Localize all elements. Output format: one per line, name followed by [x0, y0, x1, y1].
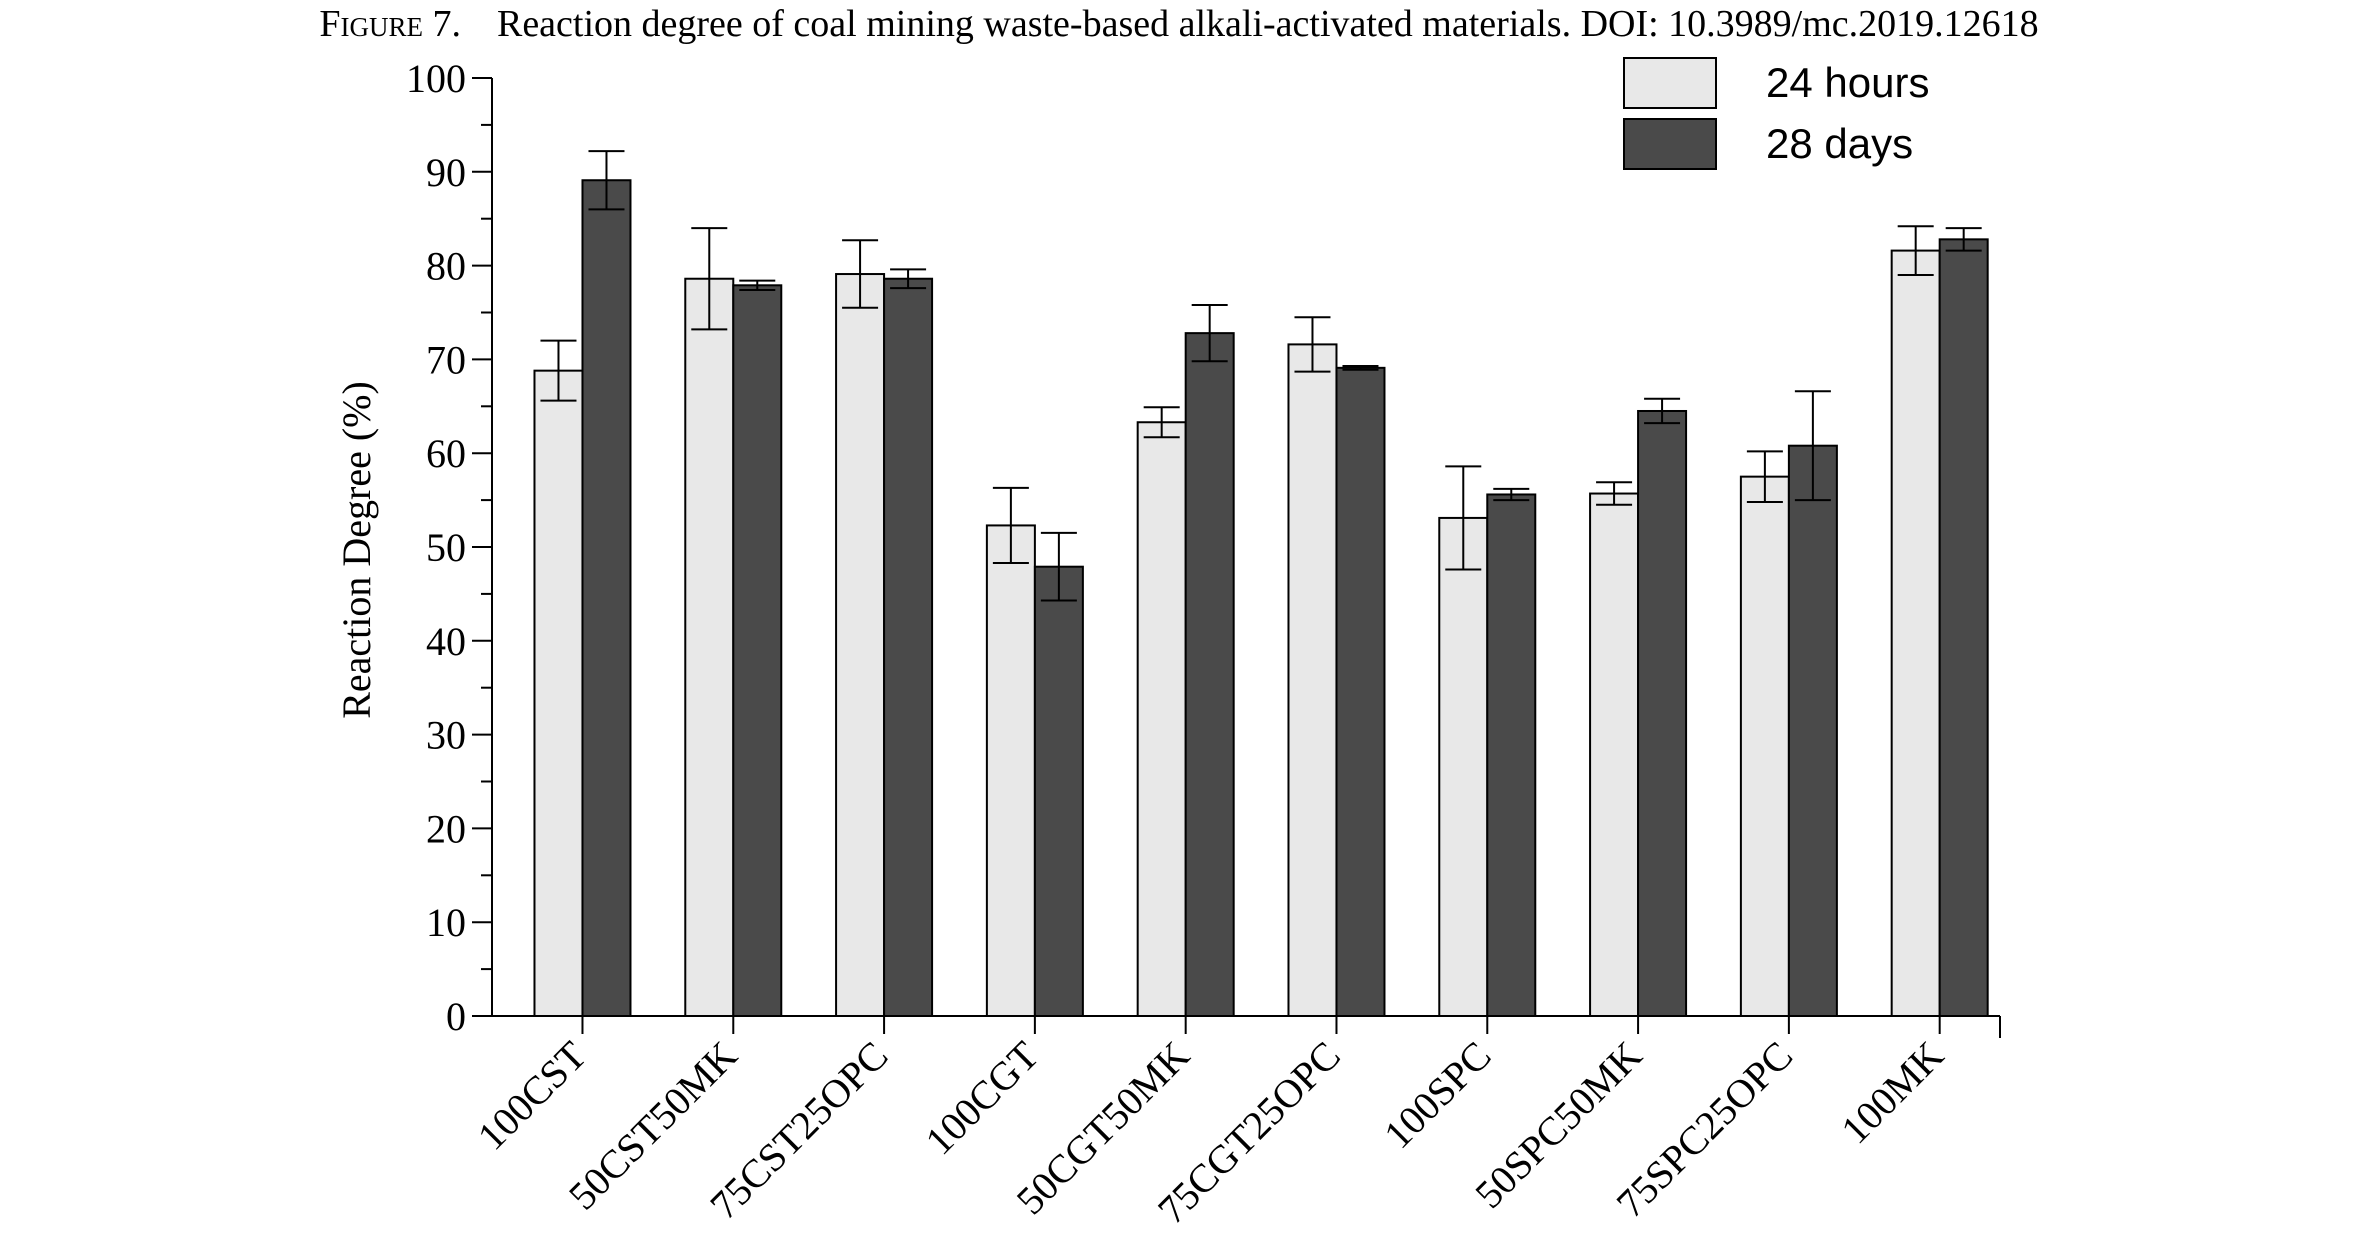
bar-50CGT50MK-series-2	[1184, 332, 1235, 1017]
x-tick-label: 100SPC	[1375, 1033, 1500, 1158]
y-tick-label: 40	[426, 619, 466, 664]
y-tick-label: 50	[426, 525, 466, 570]
bar-50CST50MK-series-2	[732, 284, 783, 1018]
y-tick-label: 80	[426, 244, 466, 289]
bar-50CGT50MK-series-1	[1136, 421, 1187, 1018]
y-tick-label: 0	[446, 994, 466, 1039]
bar-100SPC-series-1	[1438, 516, 1489, 1017]
legend-label: 24 hours	[1766, 59, 1929, 106]
bar-75CST25OPC-series-2	[883, 277, 934, 1017]
bar-75SPC25OPC-series-1	[1739, 475, 1790, 1017]
bar-100CGT-series-1	[985, 524, 1036, 1018]
bar-100CST-series-1	[533, 369, 584, 1017]
bar-50CST50MK-series-1	[684, 277, 735, 1017]
bar-75SPC25OPC-series-2	[1787, 444, 1838, 1018]
x-tick-label: 100CST	[469, 1033, 595, 1159]
y-axis-label: Reaction Degree (%)	[334, 381, 379, 719]
figure-label: Figure 7.	[319, 3, 461, 45]
bar-100SPC-series-2	[1486, 493, 1537, 1017]
legend: 24 hours 28 days	[1623, 57, 1929, 170]
legend-swatch	[1623, 57, 1717, 109]
bar-75CGT25OPC-series-2	[1335, 366, 1386, 1018]
bar-50SPC50MK-series-1	[1589, 492, 1640, 1017]
y-tick-labels: 0 10 20 30 40 50 60 70 80 90 100	[406, 56, 466, 1039]
bar-100MK-series-2	[1938, 238, 1989, 1017]
y-tick-label: 20	[426, 806, 466, 851]
bar-75CST25OPC-series-1	[835, 273, 886, 1017]
y-tick-label: 100	[406, 56, 466, 101]
bar-100CGT-series-2	[1033, 565, 1084, 1017]
x-tick-label: 100MK	[1832, 1032, 1952, 1152]
legend-swatch	[1623, 118, 1717, 170]
bars	[533, 179, 1989, 1018]
y-tick-label: 30	[426, 713, 466, 758]
bar-50SPC50MK-series-2	[1637, 409, 1688, 1017]
legend-label: 28 days	[1766, 120, 1913, 167]
y-tick-label: 10	[426, 900, 466, 945]
y-tick-label: 60	[426, 431, 466, 476]
bar-100CST-series-2	[581, 179, 632, 1017]
y-tick-label: 90	[426, 150, 466, 195]
bar-100MK-series-1	[1890, 249, 1941, 1018]
y-tick-label: 70	[426, 337, 466, 382]
caption-text: Reaction degree of coal mining waste-bas…	[496, 3, 2039, 45]
x-tick-label: 100CGT	[916, 1033, 1047, 1164]
error-bars	[540, 150, 1982, 602]
bar-75CGT25OPC-series-1	[1287, 343, 1338, 1017]
figure-caption: Figure 7. Reaction degree of coal mining …	[0, 2, 2358, 46]
